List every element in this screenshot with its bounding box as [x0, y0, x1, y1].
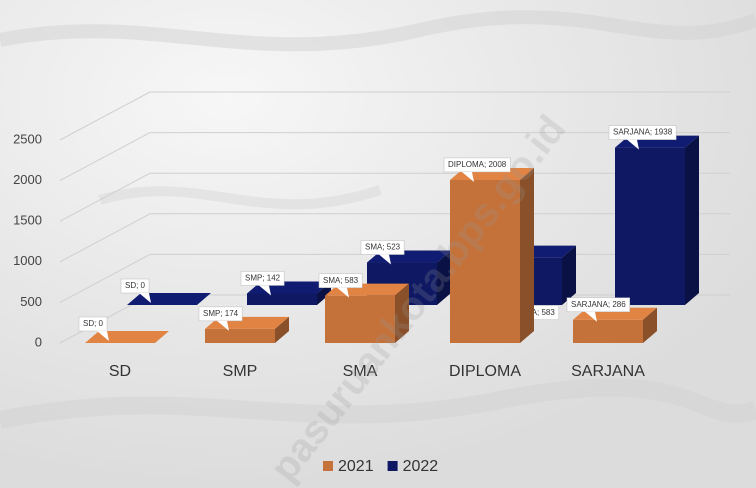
bar	[325, 295, 395, 343]
y-tick-label: 0	[35, 334, 42, 349]
data-label-box	[120, 278, 150, 294]
data-label-text: SARJANA; 286	[571, 300, 626, 309]
legend-label: 2021	[338, 458, 374, 475]
y-tick-label: 1000	[13, 253, 42, 268]
bar-top	[127, 293, 211, 305]
data-label-pointer	[379, 254, 391, 265]
data-label-pointer	[139, 293, 151, 303]
bar	[573, 319, 643, 343]
x-tick-label: SD	[109, 363, 131, 380]
grid-line	[59, 172, 151, 222]
bar-side	[275, 316, 289, 343]
data-label-text: SARJANA; 1938	[613, 128, 673, 137]
y-tick-label: 500	[20, 294, 42, 309]
data-label-text: SD; 0	[83, 319, 104, 328]
y-tick-label: 1500	[13, 213, 42, 228]
data-label-pointer	[337, 287, 349, 298]
data-label-text: SMP; 174	[203, 309, 239, 318]
bar-side	[395, 283, 409, 343]
y-tick-label: 2500	[13, 131, 42, 146]
x-tick-label: SARJANA	[571, 363, 645, 380]
data-label: SARJANA; 1938	[608, 125, 677, 150]
data-label-pointer	[462, 171, 474, 182]
x-tick-label: DIPLOMA	[449, 363, 521, 380]
marble-vein	[98, 185, 382, 210]
bar-side	[520, 167, 534, 343]
bar-side	[685, 135, 699, 305]
grid-line	[59, 132, 151, 182]
data-label: SMP; 142	[240, 271, 285, 296]
data-label-pointer	[585, 311, 597, 322]
data-label-pointer	[97, 331, 109, 341]
data-label-text: SD; 0	[125, 281, 146, 290]
data-label-pointer	[217, 320, 229, 331]
data-label: SARJANA; 286	[566, 297, 630, 322]
data-label-text: SMA; 523	[365, 243, 401, 252]
data-label-text: SMP; 142	[245, 274, 281, 283]
data-label-pointer	[627, 139, 639, 150]
legend-swatch	[387, 461, 398, 471]
bar	[205, 328, 275, 343]
legend-label: 2022	[403, 458, 439, 475]
plot-area: 0 500 1000 1500 2000 2500 SD; 0 SMP; 142 SMA; 52…	[13, 91, 730, 475]
marble-vein	[0, 10, 756, 52]
data-label: SMA; 583	[318, 273, 363, 298]
data-label-box	[566, 297, 630, 313]
data-label-pointer	[259, 285, 271, 296]
bar	[450, 179, 520, 343]
bar-side	[437, 250, 451, 305]
bar-side	[562, 245, 576, 305]
bar-side	[643, 307, 657, 343]
bar	[615, 147, 685, 305]
data-label-text: SMA; 583	[323, 276, 359, 285]
data-label: SMP; 174	[198, 306, 243, 331]
grid-line	[59, 213, 151, 263]
x-tick-label: SMP	[223, 363, 258, 380]
data-label-text: DIPLOMA; 2008	[448, 160, 507, 169]
grid-line	[59, 91, 151, 141]
data-label: SD; 0	[120, 278, 151, 303]
data-label: SMA; 523	[360, 240, 405, 265]
y-tick-label: 2000	[13, 172, 42, 187]
data-label-box	[608, 125, 677, 140]
bar-top	[85, 331, 169, 343]
grid-line	[59, 253, 151, 303]
data-label-box	[78, 316, 108, 332]
data-label: DIPLOMA; 2008	[443, 157, 511, 182]
marble-vein	[0, 378, 756, 429]
data-label: SD; 0	[78, 316, 109, 341]
bar	[247, 293, 317, 305]
data-label-box	[443, 157, 511, 173]
legend-swatch	[323, 461, 333, 471]
x-tick-label: SMA	[343, 363, 378, 380]
